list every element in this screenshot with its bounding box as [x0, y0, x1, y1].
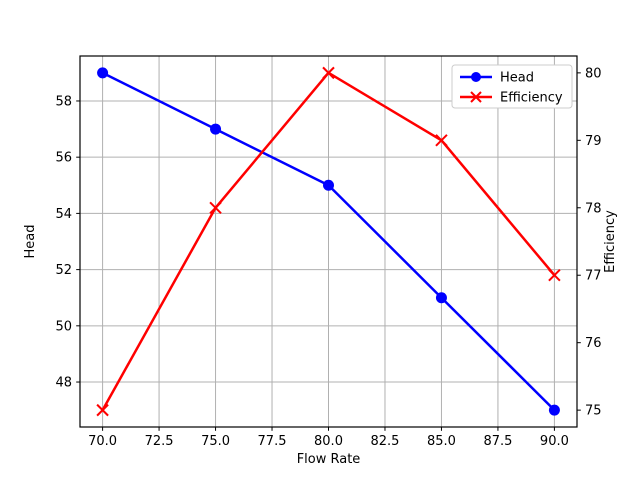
x-tick-label: 75.0 [201, 434, 230, 449]
grid-layer [80, 56, 577, 427]
efficiency-marker-stroke [209, 201, 222, 214]
y-right-tick-label: 75 [585, 404, 602, 419]
series-layer [96, 66, 561, 417]
efficiency-marker [548, 269, 561, 282]
y-right-tick-label: 80 [585, 66, 602, 81]
x-tick-label: 77.5 [258, 434, 287, 449]
efficiency-marker [96, 403, 109, 417]
legend-head-marker [471, 72, 481, 82]
y-left-tick-label: 58 [55, 94, 72, 109]
y-axis-label-left: Head [23, 225, 38, 259]
tick-layer [76, 72, 581, 431]
efficiency-marker-stroke [435, 134, 448, 147]
head-marker [323, 179, 334, 191]
y-left-tick-label: 50 [55, 319, 72, 334]
head-marker [210, 123, 222, 135]
x-tick-label: 87.5 [483, 434, 512, 449]
legend-label-head: Head [500, 71, 534, 86]
head-marker [97, 67, 109, 79]
efficiency-marker-stroke [322, 66, 335, 80]
legend-label-efficiency: Efficiency [500, 91, 563, 106]
y-left-tick-label: 52 [55, 263, 72, 278]
y-left-tick-label: 56 [55, 151, 72, 166]
efficiency-marker-stroke [96, 403, 109, 417]
head-marker [548, 404, 560, 416]
y-right-tick-label: 78 [585, 201, 602, 216]
y-axis-label-right: Efficiency [603, 210, 618, 273]
legend-efficiency-marker [470, 91, 482, 103]
x-tick-label: 90.0 [540, 434, 569, 449]
efficiency-marker-stroke [548, 269, 561, 282]
tick-label-layer: 70.0 72.5 75.0 77.5 80.0 82.5 85.0 87.5 90.0 48 50… [55, 66, 601, 449]
y-right-tick-label: 79 [585, 134, 602, 149]
y-right-tick-label: 76 [585, 336, 602, 351]
x-tick-label: 70.0 [88, 434, 117, 449]
efficiency-marker [209, 201, 222, 214]
y-right-tick-label: 77 [585, 269, 602, 284]
y-left-tick-label: 54 [55, 207, 72, 222]
efficiency-marker [435, 134, 448, 147]
x-tick-label: 82.5 [371, 434, 400, 449]
efficiency-marker [322, 66, 335, 80]
head-marker [435, 292, 447, 304]
x-tick-label: 72.5 [145, 434, 174, 449]
x-tick-label: 80.0 [314, 434, 343, 449]
x-axis-label: Flow Rate [297, 452, 361, 467]
y-left-tick-label: 48 [55, 376, 72, 391]
legend: Head Efficiency [451, 64, 573, 109]
x-tick-label: 85.0 [427, 434, 456, 449]
